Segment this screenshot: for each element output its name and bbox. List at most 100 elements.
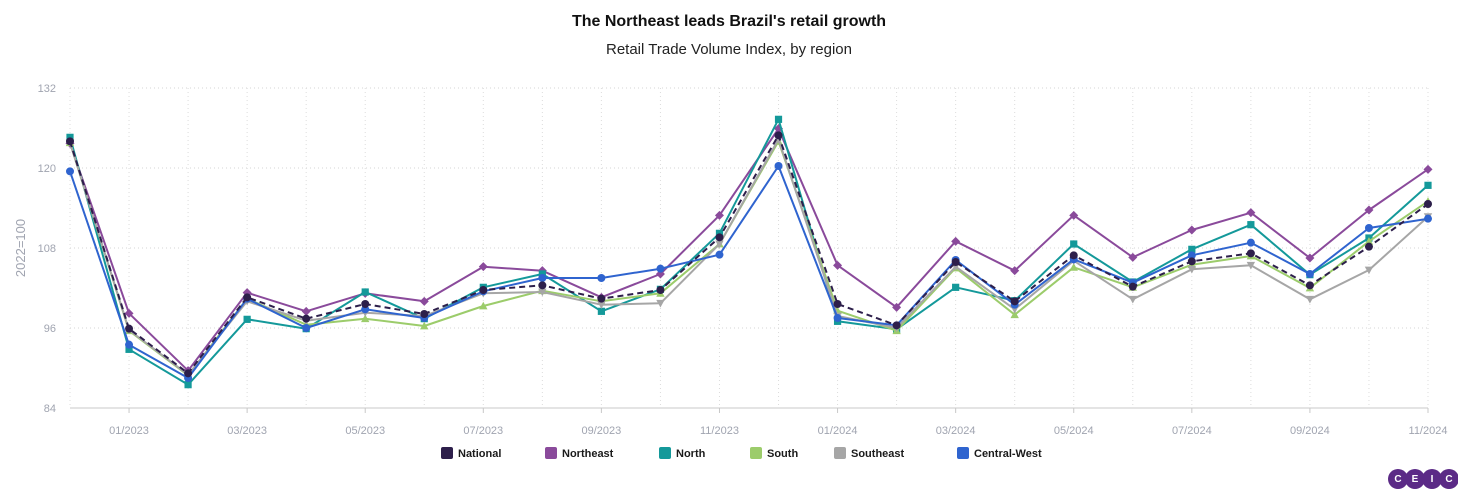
x-tick-label: 07/2024 <box>1172 425 1212 437</box>
series-northeast <box>65 124 1433 376</box>
legend-label: Northeast <box>562 448 614 460</box>
data-point <box>361 314 370 323</box>
x-tick-label: 05/2024 <box>1054 425 1094 437</box>
data-point <box>420 321 429 330</box>
data-point <box>361 288 369 296</box>
legend-swatch <box>441 447 453 459</box>
data-point <box>1069 263 1078 271</box>
data-point <box>538 281 547 290</box>
x-tick-label: 09/2023 <box>582 425 622 437</box>
data-point <box>478 262 488 272</box>
data-point <box>1187 265 1197 274</box>
x-tick-label: 05/2023 <box>345 425 385 437</box>
data-point <box>419 296 429 306</box>
legend-label: Central-West <box>974 448 1042 460</box>
legend-label: Southeast <box>851 448 905 460</box>
data-point <box>774 124 784 134</box>
data-point <box>302 314 311 323</box>
series-central-west <box>66 162 1432 382</box>
data-point <box>833 260 843 270</box>
data-point <box>1246 208 1256 218</box>
x-tick-label: 11/2023 <box>700 425 739 437</box>
data-point <box>715 250 724 259</box>
data-point <box>597 294 606 303</box>
data-point <box>656 299 665 308</box>
data-point <box>125 340 134 349</box>
series-line-northeast <box>69 127 1429 372</box>
data-point <box>1187 251 1196 260</box>
data-point <box>1128 295 1137 304</box>
data-point <box>952 283 960 291</box>
series-line-north <box>69 118 1429 386</box>
data-point <box>538 270 546 278</box>
legend-swatch <box>834 447 846 459</box>
data-point <box>774 162 783 170</box>
data-point <box>1364 205 1374 215</box>
series-line-central-west <box>69 165 1429 379</box>
y-tick-label: 84 <box>44 403 56 415</box>
data-point <box>1424 200 1432 208</box>
data-point <box>1305 270 1314 278</box>
legend-label: South <box>767 448 798 460</box>
x-tick-label: 09/2024 <box>1290 425 1330 437</box>
logo-letter: E <box>1405 469 1425 489</box>
data-point <box>1188 245 1196 253</box>
data-point <box>243 293 252 302</box>
legend-swatch <box>545 447 557 459</box>
data-point <box>1247 221 1255 229</box>
data-point <box>66 167 74 176</box>
data-point <box>302 324 311 332</box>
data-point <box>656 264 665 273</box>
data-point <box>243 315 251 323</box>
data-point <box>1424 214 1432 223</box>
data-point <box>774 115 783 123</box>
data-point <box>1424 181 1432 189</box>
data-point <box>833 314 842 322</box>
data-point <box>1069 251 1078 260</box>
data-point <box>1305 253 1315 263</box>
data-point <box>1010 297 1019 306</box>
y-tick-label: 132 <box>38 83 56 95</box>
data-point <box>892 302 902 312</box>
legend-swatch <box>957 447 969 459</box>
data-point <box>1010 266 1020 276</box>
legend-item-northeast: Northeast <box>545 447 614 460</box>
data-point <box>951 236 961 246</box>
x-tick-label: 01/2024 <box>818 425 858 437</box>
data-point <box>184 381 192 389</box>
data-point <box>1305 295 1315 304</box>
data-point <box>1423 164 1433 174</box>
data-point <box>301 306 311 316</box>
data-point <box>361 300 370 308</box>
data-point <box>715 233 724 242</box>
data-point <box>1364 266 1374 275</box>
data-point <box>479 301 488 310</box>
legend-label: National <box>458 448 501 460</box>
data-point <box>125 324 134 333</box>
chart-title: The Northeast leads Brazil's retail grow… <box>571 13 887 30</box>
legend-label: North <box>676 448 706 460</box>
logo-letter: C <box>1388 469 1408 489</box>
data-point <box>184 369 193 378</box>
data-point <box>774 131 783 140</box>
data-point <box>1364 224 1373 232</box>
data-point <box>1187 257 1196 266</box>
data-point <box>714 210 724 220</box>
data-point <box>892 321 901 330</box>
logo-letter: C <box>1439 469 1458 489</box>
y-tick-label: 108 <box>38 243 56 255</box>
data-point <box>420 310 429 318</box>
logo-letter: I <box>1422 469 1442 489</box>
data-point <box>656 286 665 294</box>
data-point <box>951 258 960 266</box>
legend-item-national: National <box>441 447 501 460</box>
data-point <box>597 301 606 309</box>
legend-item-south: South <box>750 447 798 460</box>
legend-item-central-west: Central-West <box>957 447 1042 460</box>
data-point <box>1246 238 1255 247</box>
x-tick-label: 11/2024 <box>1409 425 1448 437</box>
data-point <box>597 307 605 315</box>
data-point <box>479 286 488 294</box>
